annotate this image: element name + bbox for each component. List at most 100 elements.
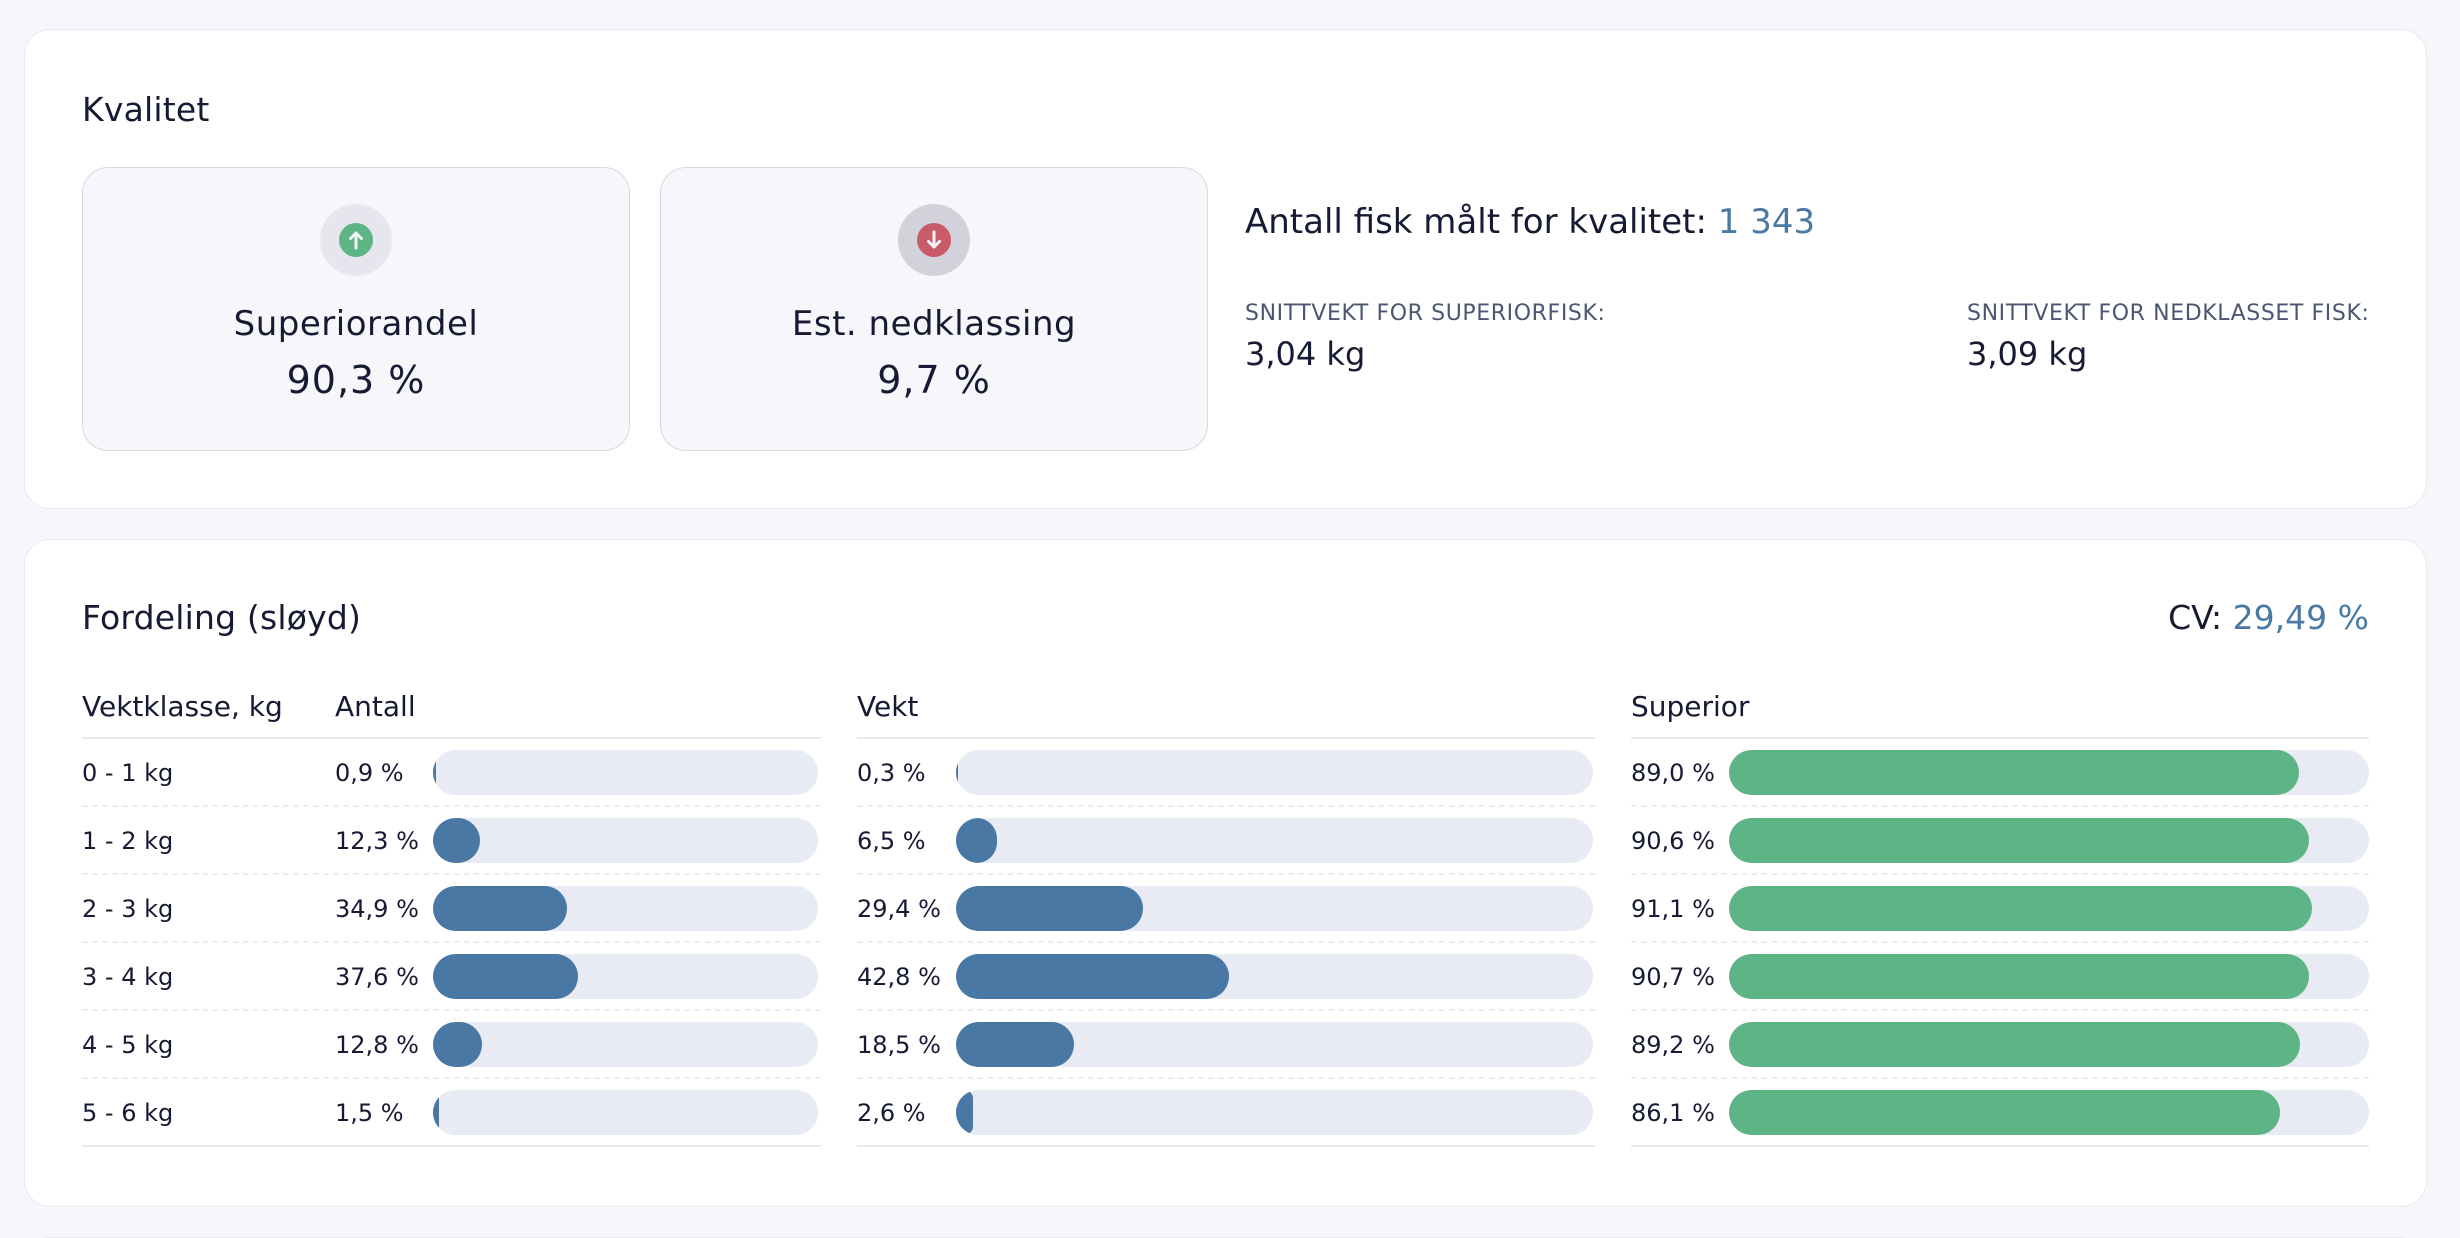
quality-title: Kvalitet — [82, 90, 210, 129]
weight-class-header: Vektklasse, kg — [82, 690, 283, 723]
superior-table-row: 86,1 % — [1631, 1079, 2369, 1147]
vekt-table-row: 0,3 % — [857, 739, 1595, 807]
superior-share-value: 90,3 % — [286, 358, 426, 402]
downgrade-value: 9,7 % — [877, 358, 991, 402]
antall-bar-track — [433, 818, 818, 863]
superior-bar-fill — [1729, 1022, 2300, 1067]
fish-count: Antall fisk målt for kvalitet: 1 343 — [1245, 202, 1815, 242]
superior-bar-fill — [1729, 750, 2299, 795]
antall-bar-fill — [433, 954, 578, 999]
downgrade-icon-halo — [898, 204, 970, 276]
vekt-table-row: 29,4 % — [857, 875, 1595, 943]
superior-icon-halo — [320, 204, 392, 276]
antall-bar-track — [433, 954, 818, 999]
vekt-percent-label: 18,5 % — [857, 1031, 941, 1059]
vekt-bar-track — [956, 954, 1593, 999]
antall-bar-track — [433, 1022, 818, 1067]
superior-percent-label: 89,2 % — [1631, 1031, 1715, 1059]
vekt-bar-fill — [956, 750, 958, 795]
vekt-bar-track — [956, 1022, 1593, 1067]
weight-class-label: 0 - 1 kg — [82, 759, 174, 787]
superior-percent-label: 91,1 % — [1631, 895, 1715, 923]
antall-percent-label: 12,8 % — [335, 1031, 419, 1059]
cv-label: CV: — [2168, 598, 2223, 637]
cv-value: 29,49 % — [2232, 598, 2369, 637]
antall-table-row: 0 - 1 kg 0,9 % — [82, 739, 821, 807]
antall-bar-track — [433, 1090, 818, 1135]
avg-weight-downgraded-value: 3,09 kg — [1967, 335, 2088, 373]
vekt-percent-label: 29,4 % — [857, 895, 941, 923]
antall-table-row: 4 - 5 kg 12,8 % — [82, 1011, 821, 1079]
superior-bar-track — [1729, 954, 2369, 999]
superior-bar-fill — [1729, 1090, 2281, 1135]
weight-column: Vekt 0,3 % 6,5 % 29,4 % 42,8 % 18,5 % 2,6 % — [857, 688, 1595, 1147]
vekt-table-row: 18,5 % — [857, 1011, 1595, 1079]
superior-table-row: 90,7 % — [1631, 943, 2369, 1011]
vekt-table-row: 2,6 % — [857, 1079, 1595, 1147]
avg-weight-superior-label: Snittvekt for superiorfisk: — [1245, 301, 1606, 326]
antall-bar-track — [433, 750, 818, 795]
vekt-bar-track — [956, 750, 1593, 795]
superior-share-label: Superiorandel — [233, 304, 479, 344]
superior-column: Superior 89,0 % 90,6 % 91,1 % 90,7 % 89,2 % 8… — [1631, 688, 2369, 1147]
superior-bar-track — [1729, 1090, 2369, 1135]
fish-count-value: 1 343 — [1717, 202, 1816, 242]
superior-percent-label: 86,1 % — [1631, 1099, 1715, 1127]
superior-column-header: Superior — [1631, 688, 2369, 739]
vekt-bar-fill — [956, 818, 998, 863]
weight-class-label: 2 - 3 kg — [82, 895, 174, 923]
antall-table-row: 5 - 6 kg 1,5 % — [82, 1079, 821, 1147]
weight-class-label: 1 - 2 kg — [82, 827, 174, 855]
antall-bar-fill — [433, 886, 568, 931]
vekt-percent-label: 6,5 % — [857, 827, 926, 855]
superior-bar-fill — [1729, 954, 2310, 999]
superior-bar-track — [1729, 1022, 2369, 1067]
count-column-header: Vektklasse, kg Antall — [82, 688, 821, 739]
antall-table-row: 3 - 4 kg 37,6 % — [82, 943, 821, 1011]
superior-bar-fill — [1729, 818, 2309, 863]
superior-bar-track — [1729, 886, 2369, 931]
antall-bar-track — [433, 886, 818, 931]
vekt-bar-track — [956, 818, 1593, 863]
antall-bar-fill — [433, 818, 481, 863]
quality-panel: Kvalitet Superiorandel 90,3 % Est. nedkl… — [24, 29, 2427, 509]
vekt-table-row: 42,8 % — [857, 943, 1595, 1011]
superior-header: Superior — [1631, 690, 1750, 723]
vekt-table-row: 6,5 % — [857, 807, 1595, 875]
antall-bar-fill — [433, 1090, 439, 1135]
vekt-bar-fill — [956, 886, 1144, 931]
weight-class-label: 3 - 4 kg — [82, 963, 174, 991]
downgrade-label: Est. nedklassing — [791, 304, 1077, 344]
count-header: Antall — [335, 690, 416, 723]
antall-bar-fill — [433, 750, 437, 795]
avg-weight-superior-value: 3,04 kg — [1245, 335, 1366, 373]
distribution-title: Fordeling (sløyd) — [82, 598, 362, 637]
antall-table-row: 2 - 3 kg 34,9 % — [82, 875, 821, 943]
downgrade-card: Est. nedklassing 9,7 % — [660, 167, 1208, 451]
superior-percent-label: 89,0 % — [1631, 759, 1715, 787]
antall-percent-label: 12,3 % — [335, 827, 419, 855]
avg-weight-downgraded-label: Snittvekt for nedklasset fisk: — [1967, 301, 2370, 326]
superior-table-row: 89,2 % — [1631, 1011, 2369, 1079]
vekt-percent-label: 42,8 % — [857, 963, 941, 991]
vekt-bar-fill — [956, 954, 1229, 999]
weight-class-label: 5 - 6 kg — [82, 1099, 174, 1127]
vekt-percent-label: 0,3 % — [857, 759, 926, 787]
vekt-bar-track — [956, 1090, 1593, 1135]
antall-table-row: 1 - 2 kg 12,3 % — [82, 807, 821, 875]
superior-table-row: 90,6 % — [1631, 807, 2369, 875]
superior-bar-track — [1729, 750, 2369, 795]
vekt-bar-track — [956, 886, 1593, 931]
vekt-bar-fill — [956, 1022, 1074, 1067]
distribution-panel: Fordeling (sløyd) CV: 29,49 % Vektklasse… — [24, 539, 2427, 1207]
fish-count-label: Antall fisk målt for kvalitet: — [1245, 202, 1707, 242]
antall-percent-label: 34,9 % — [335, 895, 419, 923]
superior-table-row: 91,1 % — [1631, 875, 2369, 943]
weight-column-header: Vekt — [857, 688, 1595, 739]
antall-bar-fill — [433, 1022, 483, 1067]
count-column: Vektklasse, kg Antall 0 - 1 kg 0,9 % 1 - 2… — [82, 688, 821, 1147]
superior-percent-label: 90,6 % — [1631, 827, 1715, 855]
vekt-bar-fill — [956, 1090, 973, 1135]
weight-header: Vekt — [857, 690, 919, 723]
vekt-percent-label: 2,6 % — [857, 1099, 926, 1127]
